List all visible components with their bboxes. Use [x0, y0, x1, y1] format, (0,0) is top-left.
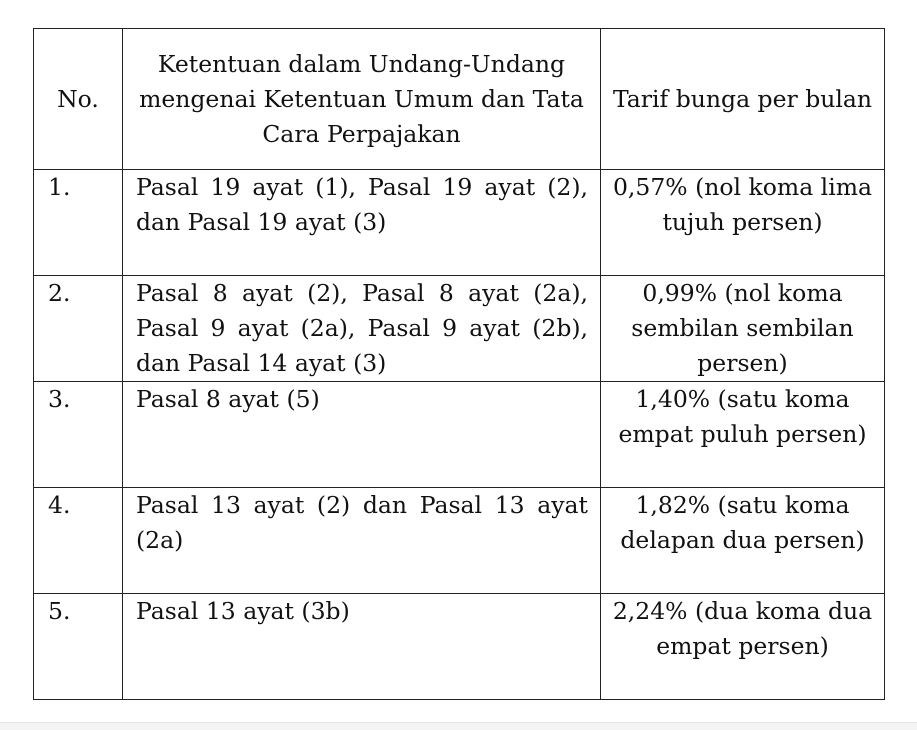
header-row: No. Ketentuan dalam Undang-Undang mengen…: [33, 28, 885, 170]
cell-pasal: Pasal 19 ayat (1), Pasal 19 ayat (2), da…: [122, 169, 601, 276]
table-row: 2. Pasal 8 ayat (2), Pasal 8 ayat (2a), …: [33, 275, 885, 382]
cell-pasal: Pasal 8 ayat (5): [122, 381, 601, 488]
header-tarif: Tarif bunga per bulan: [600, 28, 885, 170]
cell-tarif: 1,82% (satu koma delapan dua persen): [600, 487, 885, 594]
cell-no: 5.: [33, 593, 123, 700]
cell-no: 2.: [33, 275, 123, 382]
header-no: No.: [33, 28, 123, 170]
table-row: 1. Pasal 19 ayat (1), Pasal 19 ayat (2),…: [33, 169, 885, 276]
cell-pasal: Pasal 13 ayat (2) dan Pasal 13 ayat (2a): [122, 487, 601, 594]
bottom-divider: [0, 722, 917, 730]
cell-pasal: Pasal 13 ayat (3b): [122, 593, 601, 700]
table-row: 3. Pasal 8 ayat (5) 1,40% (satu koma emp…: [33, 381, 885, 488]
cell-pasal: Pasal 8 ayat (2), Pasal 8 ayat (2a), Pas…: [122, 275, 601, 382]
cell-no: 3.: [33, 381, 123, 488]
cell-tarif: 0,99% (nol koma sembilan sembilan persen…: [600, 275, 885, 382]
table-row: 4. Pasal 13 ayat (2) dan Pasal 13 ayat (…: [33, 487, 885, 594]
table-row: 5. Pasal 13 ayat (3b) 2,24% (dua koma du…: [33, 593, 885, 700]
cell-tarif: 2,24% (dua koma dua empat persen): [600, 593, 885, 700]
interest-rate-table: No. Ketentuan dalam Undang-Undang mengen…: [33, 28, 885, 700]
cell-no: 4.: [33, 487, 123, 594]
cell-tarif: 1,40% (satu koma empat puluh persen): [600, 381, 885, 488]
cell-no: 1.: [33, 169, 123, 276]
cell-tarif: 0,57% (nol koma lima tujuh persen): [600, 169, 885, 276]
header-ketentuan: Ketentuan dalam Undang-Undang mengenai K…: [122, 28, 601, 170]
